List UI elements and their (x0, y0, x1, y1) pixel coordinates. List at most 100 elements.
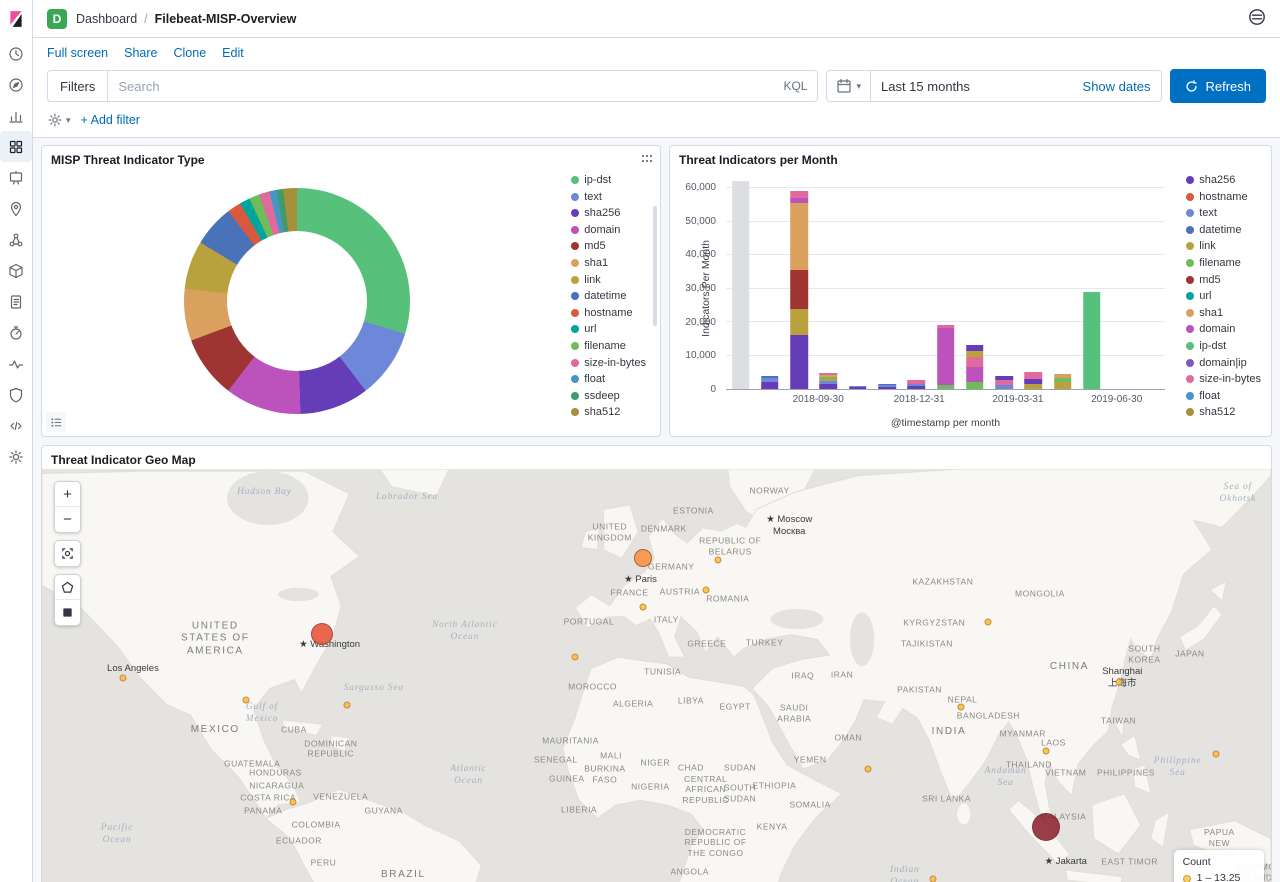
legend-item[interactable]: hostname (571, 306, 646, 320)
bar-segment-sha256[interactable] (819, 383, 838, 389)
bar-segment-sha256[interactable] (1024, 379, 1043, 384)
user-menu-icon[interactable] (1248, 8, 1266, 29)
bar-segment-sha256[interactable] (761, 381, 779, 389)
bar-2019-01[interactable] (907, 178, 925, 389)
share-button[interactable]: Share (124, 46, 158, 60)
legend-item[interactable]: sha512 (1186, 405, 1261, 419)
bar-segment-sha1[interactable] (819, 374, 838, 378)
bar-2018-11[interactable] (848, 178, 867, 389)
bar-segment-filename[interactable] (936, 384, 955, 389)
bar-segment-md5[interactable] (790, 270, 808, 309)
map-dot[interactable] (242, 696, 250, 704)
bar-segment-filename[interactable] (819, 377, 838, 379)
legend-item[interactable]: text (1186, 206, 1261, 220)
bar-segment-sha1[interactable] (1053, 373, 1072, 378)
bar-2019-06[interactable] (1053, 178, 1072, 389)
bar-segment-link[interactable] (819, 378, 838, 382)
kibana-logo[interactable] (0, 0, 32, 38)
map-marker[interactable] (1032, 813, 1061, 842)
legend-item[interactable]: url (1186, 289, 1261, 303)
bar-segment-domain[interactable] (965, 367, 984, 383)
legend-item[interactable]: url (571, 322, 646, 336)
bar-segment-size-in-bytes[interactable] (819, 372, 838, 375)
bar-segment-size-in-bytes[interactable] (1024, 371, 1043, 380)
uptime-icon[interactable] (0, 348, 32, 379)
maps-icon[interactable] (0, 193, 32, 224)
bar-segment-link[interactable] (965, 350, 984, 357)
bar-2019-08[interactable] (1112, 178, 1130, 389)
bar-segment-size-in-bytes[interactable] (965, 356, 984, 368)
bar-segment-text[interactable] (907, 383, 925, 386)
bar-segment-text[interactable] (761, 378, 779, 382)
geo-map[interactable]: Hudson Bay Labrador Sea North Atlantic Oce… (42, 469, 1271, 882)
map-dot[interactable] (864, 765, 872, 773)
zoom-in-button[interactable]: + (55, 482, 80, 507)
map-dot[interactable] (639, 603, 647, 611)
legend-toggle-button[interactable] (46, 412, 66, 432)
discover-icon[interactable] (0, 69, 32, 100)
infrastructure-icon[interactable] (0, 255, 32, 286)
bar-2019-03[interactable] (965, 178, 984, 389)
bar-segment-sha256[interactable] (965, 344, 984, 351)
bar-segment-size-in-bytes[interactable] (936, 325, 955, 329)
legend-item[interactable]: domain (1186, 322, 1261, 336)
map-dot[interactable] (119, 674, 127, 682)
bar-segment-text[interactable] (848, 386, 867, 388)
apm-icon[interactable] (0, 317, 32, 348)
legend-item[interactable]: sha1 (1186, 306, 1261, 320)
legend-item[interactable]: link (1186, 239, 1261, 253)
legend-item[interactable]: size-in-bytes (571, 356, 646, 370)
bar-segment-filename[interactable] (1053, 377, 1072, 383)
logs-icon[interactable] (0, 286, 32, 317)
bar-segment-link[interactable] (1053, 382, 1072, 389)
bar-segment-ip-dst[interactable] (1083, 291, 1101, 389)
bar-segment-sha256[interactable] (790, 335, 808, 389)
bar-segment-domain[interactable] (936, 328, 955, 385)
bar-segment-domain[interactable] (790, 198, 808, 204)
legend-item[interactable]: text (571, 190, 646, 204)
legend-item[interactable]: filename (1186, 256, 1261, 270)
add-filter-button[interactable]: + Add filter (80, 113, 140, 127)
draw-polygon-button[interactable] (55, 575, 80, 600)
legend-item[interactable]: sha256 (571, 206, 646, 220)
legend-item[interactable]: md5 (1186, 273, 1261, 287)
date-picker-menu-button[interactable]: ▾ (827, 71, 871, 101)
legend-item[interactable]: hostname (1186, 190, 1261, 204)
clone-button[interactable]: Clone (173, 46, 207, 60)
recently-viewed-icon[interactable] (0, 38, 32, 69)
bar-segment-datetime[interactable] (878, 383, 896, 385)
map-dot[interactable] (1115, 678, 1123, 686)
legend-item[interactable]: datetime (571, 289, 646, 303)
bar-segment-sha256[interactable] (995, 375, 1013, 380)
legend-item[interactable]: link (571, 273, 646, 287)
bar-segment-sha256[interactable] (848, 387, 867, 389)
bar-segment-link[interactable] (790, 308, 808, 336)
refresh-button[interactable]: Refresh (1170, 69, 1266, 103)
legend-scrollbar[interactable] (653, 206, 657, 326)
space-badge[interactable]: D (47, 8, 67, 29)
legend-item[interactable]: ip-dst (1186, 339, 1261, 353)
map-dot[interactable] (957, 703, 965, 711)
full-screen-button[interactable]: Full screen (47, 46, 109, 60)
siem-icon[interactable] (0, 379, 32, 410)
legend-item[interactable]: domain (571, 223, 646, 237)
draw-bounds-button[interactable] (55, 600, 80, 625)
dashboard-icon[interactable] (0, 131, 32, 162)
legend-item[interactable]: float (571, 372, 646, 386)
management-icon[interactable] (0, 441, 32, 472)
bar-segment-size-in-bytes[interactable] (995, 379, 1013, 385)
map-dot[interactable] (571, 653, 579, 661)
bounds-filter-button[interactable] (55, 541, 80, 566)
map-marker[interactable] (311, 622, 334, 645)
zoom-out-button[interactable]: − (55, 507, 80, 532)
dev-tools-icon[interactable] (0, 410, 32, 441)
legend-item[interactable]: ssdeep (571, 389, 646, 403)
canvas-icon[interactable] (0, 162, 32, 193)
machine-learning-icon[interactable] (0, 224, 32, 255)
legend-item[interactable]: float (1186, 389, 1261, 403)
show-dates-button[interactable]: Show dates (1082, 78, 1151, 94)
bar-segment-sha256[interactable] (878, 386, 896, 389)
legend-item[interactable]: md5 (571, 239, 646, 253)
bar-2019-02[interactable] (936, 178, 955, 389)
map-dot[interactable] (1042, 747, 1050, 755)
